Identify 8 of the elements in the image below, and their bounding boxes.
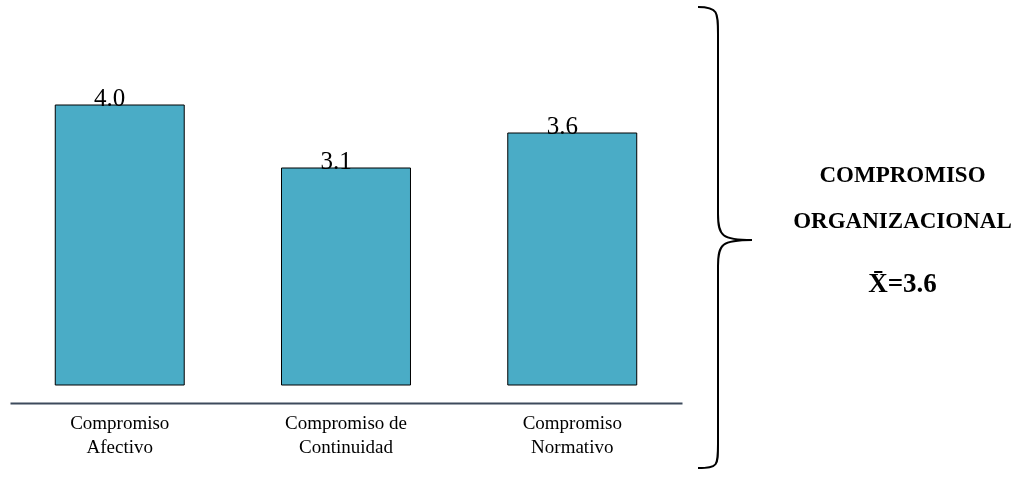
- text: X̄=3.6: [867, 268, 938, 299]
- data-label: 4.0: [94, 84, 126, 111]
- x-tick-label: Compromiso Afectivo: [70, 411, 170, 457]
- x-tick-label: Compromiso de Continuidad: [285, 411, 407, 457]
- data-label: 3.1: [320, 147, 352, 174]
- text: COMPROMISO ORGANIZACIONAL: [792, 161, 1013, 235]
- x-tick-label: Compromiso Normativo: [522, 411, 622, 457]
- data-label: 3.6: [546, 112, 578, 139]
